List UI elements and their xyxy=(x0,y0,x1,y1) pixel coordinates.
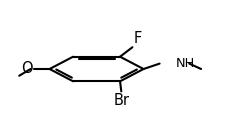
Text: O: O xyxy=(21,62,32,76)
Text: F: F xyxy=(134,31,142,46)
Text: NH: NH xyxy=(176,57,195,70)
Text: Br: Br xyxy=(113,93,129,108)
